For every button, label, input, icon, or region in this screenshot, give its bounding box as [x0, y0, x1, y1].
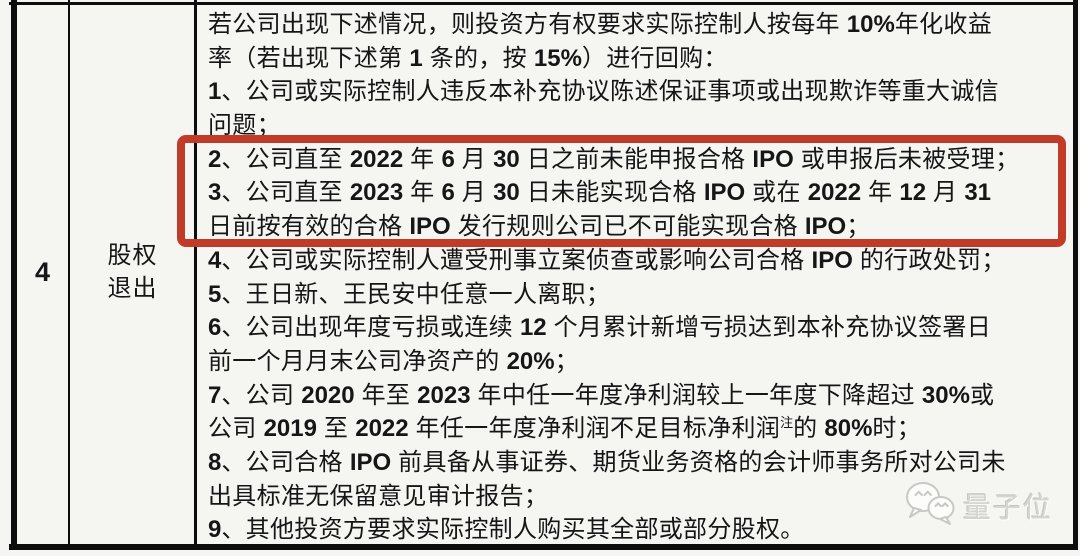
clause-line: 8、公司合格 IPO 前具备从事证券、期货业务资格的会计师事务所对公司未 [208, 448, 1006, 476]
watermark: 量子位 [902, 479, 1053, 532]
clause-line: 9、其他投资方要求实际控制人购买其全部或部分股权。 [208, 516, 805, 544]
clause-line: 1、公司或实际控制人违反本补充协议陈述保证事项或出现欺诈等重大诚信 [208, 78, 999, 106]
clause-line: 问题； [208, 112, 281, 140]
clause-line: 2、公司直至 2022 年 6 月 30 日之前未能申报合格 IPO 或申报后未… [208, 145, 1020, 173]
watermark-label: 量子位 [963, 491, 1054, 523]
row-number: 4 [34, 256, 51, 287]
row-label-line: 退出 [107, 275, 158, 302]
clause-line: 7、公司 2020 年至 2023 年中任一年度净利润较上一年度下降超过 30%… [208, 381, 995, 409]
clause-line: 日前按有效的合格 IPO 发行规则公司已不可能实现合格 IPO； [208, 213, 871, 241]
clause-line: 若公司出现下述情况，则投资方有权要求实际控制人按每年 10%年化收益 [208, 11, 993, 38]
clause-line: 4、公司或实际控制人遭受刑事立案侦查或影响公司合格 IPO 的行政处罚； [208, 246, 1006, 274]
clause-line: 率（若出现下述第 1 条的，按 15%）进行回购： [208, 44, 728, 72]
clause-text-cell: 若公司出现下述情况，则投资方有权要求实际控制人按每年 10%年化收益 率（若出现下… [197, 0, 1073, 544]
row-label-cell: 股权 退出 [71, 0, 194, 544]
row-label-line: 股权 [107, 242, 158, 269]
row-number-cell: 4 [17, 0, 68, 544]
table-divider-1 [68, 0, 70, 546]
table-border-right [1073, 0, 1078, 549]
table-divider-2 [194, 0, 197, 546]
clause-line: 5、王日新、王民安中任意一人离职； [208, 280, 611, 308]
clause-line: 出具标准无保留意见审计报告； [208, 482, 549, 510]
wechat-chat-bubbles-icon [902, 479, 956, 532]
clause-line: 6、公司出现年度亏损或连续 12 个月累计新增亏损达到本补充协议签署日 [208, 314, 992, 342]
clause-line: 公司 2019 至 2022 年任一年度净利润不足目标净利润注的 80%时； [208, 415, 922, 443]
clause-line: 3、公司直至 2023 年 6 月 30 日未能实现合格 IPO 或在 2022… [208, 179, 992, 207]
table-border-left [11, 0, 17, 549]
clause-line: 前一个月月末公司净资产的 20%； [208, 347, 579, 375]
footnote-marker: 注 [780, 415, 794, 431]
table-border-bottom [9, 544, 1078, 550]
table-border-top [9, 2, 1078, 5]
